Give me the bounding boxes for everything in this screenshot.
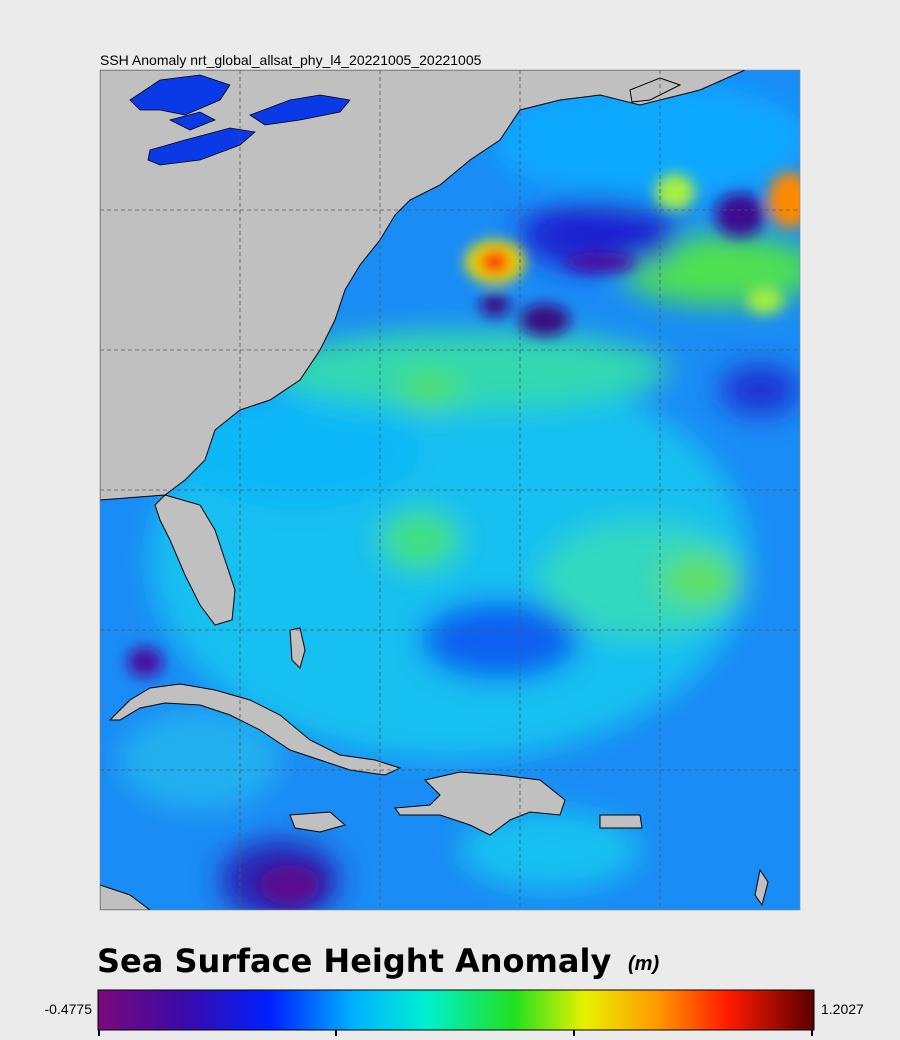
land <box>100 70 769 910</box>
map <box>100 70 800 910</box>
lakes <box>129 74 351 166</box>
colorbar-min: -0.4775 <box>45 1001 93 1017</box>
graticule <box>100 70 800 910</box>
colorbar-title: Sea Surface Height Anomaly <box>97 942 611 980</box>
eddies <box>127 172 800 905</box>
colorbar <box>97 989 815 1031</box>
map-title: SSH Anomaly nrt_global_allsat_phy_l4_202… <box>100 52 482 68</box>
colorbar-ticks <box>98 1030 813 1036</box>
map-frame <box>99 69 801 911</box>
colorbar-unit: (m) <box>628 953 659 975</box>
colorbar-max: 1.2027 <box>821 1001 864 1017</box>
